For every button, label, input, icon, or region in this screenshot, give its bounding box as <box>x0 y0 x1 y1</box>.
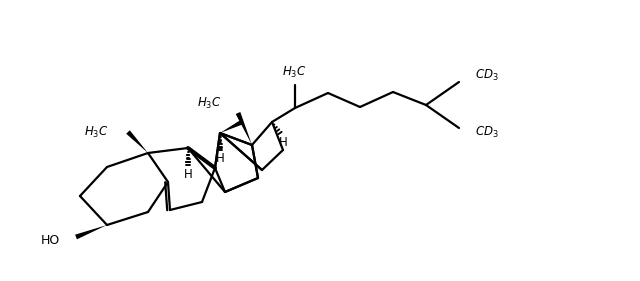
Text: $H_3C$: $H_3C$ <box>282 64 307 80</box>
Text: HO: HO <box>41 234 60 246</box>
Text: H: H <box>216 151 225 164</box>
Polygon shape <box>220 120 243 133</box>
Text: $H_3C$: $H_3C$ <box>197 96 222 110</box>
Polygon shape <box>236 112 252 145</box>
Text: H: H <box>278 135 287 148</box>
Text: $H_3C$: $H_3C$ <box>84 124 109 140</box>
Text: $CD_3$: $CD_3$ <box>475 67 499 83</box>
Text: $CD_3$: $CD_3$ <box>475 124 499 140</box>
Polygon shape <box>75 225 107 239</box>
Polygon shape <box>126 130 148 153</box>
Text: H: H <box>184 167 193 180</box>
